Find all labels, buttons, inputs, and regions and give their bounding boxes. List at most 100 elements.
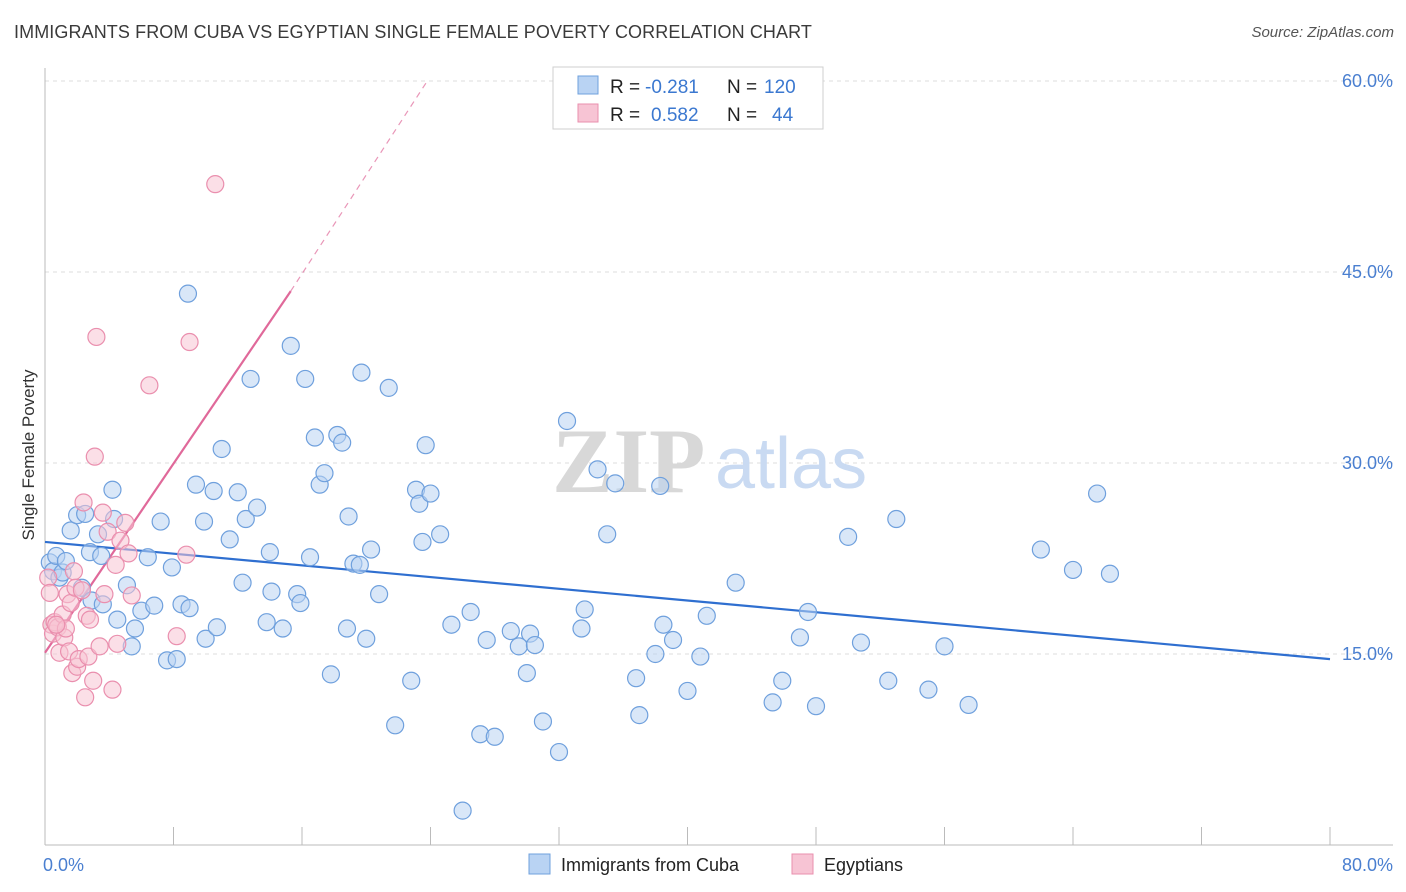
watermark-atlas: atlas xyxy=(715,424,867,504)
point-cuba xyxy=(291,593,310,613)
point-cuba xyxy=(663,630,683,650)
point-cuba xyxy=(606,474,625,493)
point-egyptians xyxy=(122,586,141,605)
legend-swatch-cuba xyxy=(577,75,599,95)
point-egyptians xyxy=(177,545,196,564)
point-egyptians xyxy=(79,647,98,666)
legend-swatch-egyptians xyxy=(577,103,599,123)
point-cuba xyxy=(296,369,315,389)
point-egyptians xyxy=(85,447,104,466)
point-cuba xyxy=(572,619,591,638)
point-cuba xyxy=(959,695,978,715)
point-cuba xyxy=(220,530,239,549)
point-cuba xyxy=(790,628,810,647)
point-cuba xyxy=(370,585,389,604)
y-axis-label: Single Female Poverty xyxy=(19,369,38,541)
chart-title: IMMIGRANTS FROM CUBA VS EGYPTIAN SINGLE … xyxy=(14,22,813,42)
point-cuba xyxy=(598,525,617,544)
point-cuba xyxy=(180,599,199,618)
series-legend: Immigrants from Cuba Egyptians xyxy=(528,853,903,875)
point-cuba xyxy=(194,512,214,531)
point-cuba xyxy=(337,619,357,638)
point-cuba xyxy=(228,483,247,502)
point-cuba xyxy=(485,727,504,746)
point-cuba xyxy=(236,509,255,529)
point-egyptians xyxy=(116,513,135,532)
point-egyptians xyxy=(108,634,127,653)
point-cuba xyxy=(1031,540,1050,559)
watermark-zip: ZIP xyxy=(552,410,705,512)
point-cuba xyxy=(402,671,421,690)
point-cuba xyxy=(501,621,520,641)
point-cuba xyxy=(588,460,607,479)
point-cuba xyxy=(321,665,341,684)
point-cuba xyxy=(260,543,279,562)
point-cuba xyxy=(108,610,127,629)
point-cuba xyxy=(207,618,226,637)
gridlines xyxy=(45,80,1393,655)
point-cuba xyxy=(186,475,206,494)
y-tick-label: 15.0% xyxy=(1342,644,1393,664)
point-cuba xyxy=(178,284,198,303)
point-cuba xyxy=(300,548,320,567)
point-cuba xyxy=(247,498,267,517)
point-cuba xyxy=(92,546,111,566)
point-cuba xyxy=(630,706,649,725)
point-cuba xyxy=(421,484,440,503)
point-cuba xyxy=(103,480,122,499)
point-cuba xyxy=(257,613,276,632)
point-cuba xyxy=(241,369,260,389)
point-cuba xyxy=(1063,560,1083,580)
point-cuba xyxy=(204,481,223,501)
legend-r-value-egyptians: 0.582 xyxy=(651,105,699,126)
series-legend-swatch-egyptians xyxy=(791,853,814,875)
data-points xyxy=(39,175,1120,820)
point-cuba xyxy=(379,378,398,397)
point-cuba xyxy=(442,615,461,634)
point-egyptians xyxy=(72,581,92,600)
point-cuba xyxy=(1087,484,1107,503)
point-cuba xyxy=(654,615,673,634)
trend-extension-egyptians xyxy=(290,80,428,292)
point-cuba xyxy=(557,411,577,431)
point-cuba xyxy=(416,436,435,455)
point-cuba xyxy=(339,507,358,526)
point-egyptians xyxy=(84,671,103,690)
point-egyptians xyxy=(98,522,117,541)
point-cuba xyxy=(357,629,376,648)
point-cuba xyxy=(646,644,665,664)
point-cuba xyxy=(167,649,186,669)
series-legend-label-egyptians: Egyptians xyxy=(824,855,903,875)
legend-n-label-cuba: N = xyxy=(727,77,757,98)
point-egyptians xyxy=(119,544,138,563)
point-cuba xyxy=(935,637,954,656)
point-egyptians xyxy=(140,376,159,395)
point-egyptians xyxy=(93,503,112,522)
point-egyptians xyxy=(40,583,59,602)
point-cuba xyxy=(678,681,697,701)
point-cuba xyxy=(626,669,646,688)
point-cuba xyxy=(431,525,450,544)
point-cuba xyxy=(697,606,716,625)
point-cuba xyxy=(262,582,281,601)
point-cuba xyxy=(477,630,496,650)
point-cuba xyxy=(138,548,157,567)
point-cuba xyxy=(919,680,938,699)
series-legend-label-cuba: Immigrants from Cuba xyxy=(561,855,740,875)
point-cuba xyxy=(461,602,480,622)
point-cuba xyxy=(763,693,782,712)
point-cuba xyxy=(305,428,324,447)
point-cuba xyxy=(533,712,553,731)
point-cuba xyxy=(575,600,594,619)
watermark: ZIP atlas xyxy=(552,410,867,512)
point-cuba xyxy=(651,476,670,496)
point-egyptians xyxy=(74,493,93,512)
y-tick-label: 60.0% xyxy=(1342,71,1393,91)
series-legend-swatch-cuba xyxy=(528,853,551,875)
point-cuba xyxy=(517,663,536,683)
chart-source: Source: ZipAtlas.com xyxy=(1251,24,1394,41)
point-cuba xyxy=(798,602,818,622)
point-cuba xyxy=(851,633,871,652)
legend-n-value-cuba: 120 xyxy=(764,77,796,98)
legend-n-label-egyptians: N = xyxy=(727,105,757,126)
